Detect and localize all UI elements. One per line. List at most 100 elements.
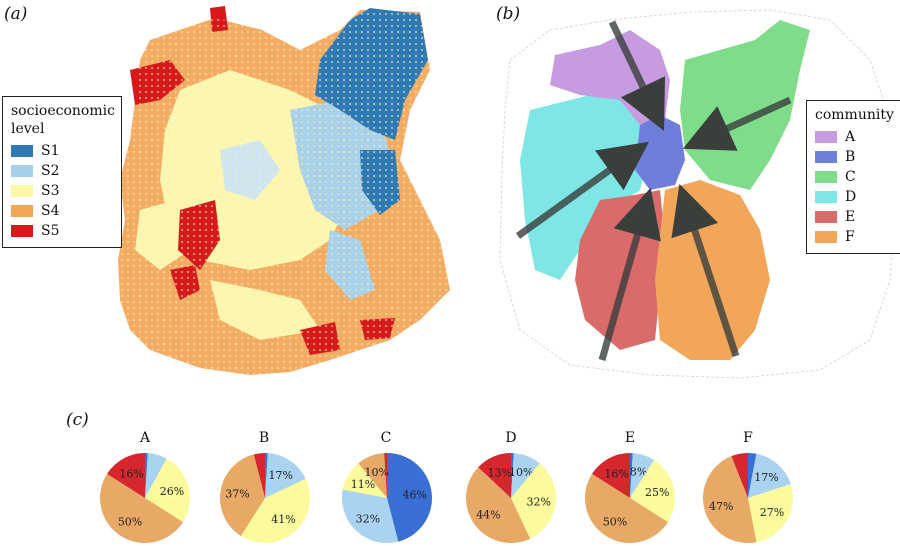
legend-swatch	[11, 165, 33, 177]
legend-item-s1: S1	[11, 141, 113, 161]
legend-item-e: E	[815, 207, 899, 227]
pie-title-a: A	[139, 430, 151, 446]
legend-label: E	[845, 209, 856, 225]
pie-c-label-s1: 46%	[402, 489, 426, 502]
community-map	[499, 9, 896, 379]
pie-title-d: D	[505, 430, 517, 446]
panel-label-a: (a)	[4, 4, 28, 24]
pie-b-slice-s5	[253, 453, 265, 498]
legend-label: S4	[41, 203, 60, 219]
pie-f-label-s2: 17%	[754, 471, 778, 484]
pie-c-slice-s3	[342, 463, 387, 498]
pie-d-label-s4: 44%	[476, 508, 500, 521]
pie-a-slice-s3	[145, 458, 190, 523]
legend-swatch	[11, 205, 33, 217]
pie-c-slice-s2	[342, 489, 399, 543]
legend-item-c: C	[815, 167, 899, 187]
panel-label-c: (c)	[66, 410, 89, 430]
legend-swatch	[11, 145, 33, 157]
pie-e-label-s3: 25%	[645, 486, 669, 499]
legend-title-line2: level	[11, 121, 45, 137]
legend-label: A	[845, 129, 856, 145]
pie-a-slice-s1	[145, 453, 148, 498]
legend-swatch	[11, 225, 33, 237]
pie-d-slice-s5	[478, 453, 511, 498]
pie-a-label-s4: 50%	[118, 516, 142, 529]
pie-b-label-s2: 17%	[268, 469, 292, 482]
panel-label-b: (b)	[496, 4, 521, 24]
pie-c-slice-s1	[387, 453, 433, 542]
pie-a-slice-s5	[107, 453, 145, 498]
community-area-b	[635, 115, 685, 190]
legend-item-s2: S2	[11, 161, 113, 181]
pie-b-slice-s2	[265, 453, 306, 498]
legend-label: S2	[41, 163, 60, 179]
pie-e-slice-s2	[630, 453, 655, 498]
legend-label: F	[845, 229, 855, 245]
pie-b-slice-s3	[240, 478, 310, 543]
legend-label: S1	[41, 143, 60, 159]
legend-item-d: D	[815, 187, 899, 207]
pie-a-label-s5: 16%	[119, 468, 143, 481]
pie-f-slice-s2	[748, 453, 791, 498]
pie-d-slice-s2	[511, 453, 540, 498]
pie-e-label-s4: 50%	[603, 516, 627, 529]
pie-d-label-s5: 13%	[488, 466, 512, 479]
flow-arrow-c	[682, 96, 792, 151]
pie-e-slice-s4	[585, 473, 668, 543]
pie-a-slice-s2	[145, 453, 167, 498]
pie-d-label-s3: 32%	[526, 495, 550, 508]
pie-f-label-s4: 47%	[709, 500, 733, 513]
flow-arrow-e	[598, 187, 661, 361]
legend-swatch	[815, 211, 837, 223]
legend-swatch	[815, 131, 837, 143]
pie-d-slice-s1	[511, 453, 514, 498]
pie-f-label-s3: 27%	[760, 506, 784, 519]
pie-e-slice-s3	[630, 460, 675, 523]
pie-a-label-s3: 26%	[160, 485, 184, 498]
community-area-f	[655, 180, 770, 360]
legend-item-s5: S5	[11, 221, 113, 241]
pie-b-label-s4: 37%	[225, 488, 249, 501]
legend-item-s4: S4	[11, 201, 113, 221]
pie-b-slice-s4	[219, 454, 265, 536]
pie-a-slice-s4	[100, 473, 183, 543]
legend-label: D	[845, 189, 857, 205]
pie-d-slice-s3	[511, 463, 556, 539]
legend-item-s3: S3	[11, 181, 113, 201]
pie-b-label-s3: 41%	[271, 513, 295, 526]
flow-arrow-f	[671, 184, 740, 358]
pie-title-b: B	[258, 430, 270, 446]
pie-d-label-s2: 10%	[509, 466, 533, 479]
legend-label: S5	[41, 223, 60, 239]
pie-title-c: C	[380, 430, 392, 446]
community-area-c	[680, 20, 810, 190]
legend-item-f: F	[815, 227, 899, 247]
pie-c-label-s3: 11%	[351, 478, 375, 491]
legend-label: S3	[41, 183, 60, 199]
legend-item-b: B	[815, 147, 899, 167]
legend-title-line1: socioeconomic	[11, 103, 115, 119]
community-legend: community A B C D E F	[806, 100, 900, 254]
legend-item-a: A	[815, 127, 899, 147]
community-legend-title: community	[815, 107, 894, 123]
pie-d-slice-s4	[465, 467, 531, 544]
pie-c-slice-s4	[358, 453, 387, 498]
legend-swatch	[815, 191, 837, 203]
pie-f-slice-s4	[702, 456, 757, 544]
socioeconomic-legend: socioeconomic level S1 S2 S3 S4 S5	[2, 96, 122, 248]
pie-title-f: F	[743, 430, 753, 446]
legend-swatch	[815, 151, 837, 163]
legend-label: C	[845, 169, 856, 185]
pie-f-slice-s3	[748, 484, 793, 543]
pie-title-e: E	[624, 430, 636, 446]
legend-swatch	[11, 185, 33, 197]
pie-e-slice-s5	[592, 453, 630, 498]
flow-arrow-a	[608, 20, 666, 131]
pie-e-label-s5: 16%	[604, 468, 628, 481]
pie-c-slice-s5	[384, 453, 387, 498]
socioeconomic-map	[118, 6, 450, 375]
legend-swatch	[815, 171, 837, 183]
legend-swatch	[815, 231, 837, 243]
pie-c-label-s2: 32%	[356, 512, 380, 525]
